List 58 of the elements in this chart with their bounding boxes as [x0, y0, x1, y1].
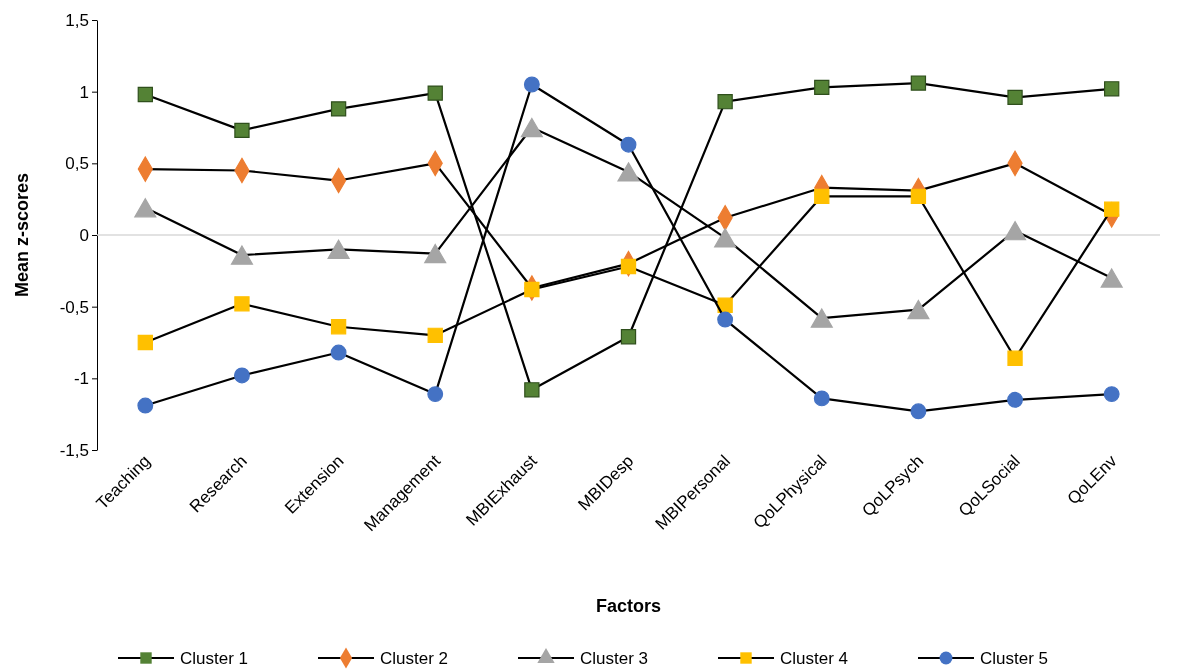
point [330, 344, 347, 361]
y-tick-label: -1 [73, 369, 89, 389]
point [907, 299, 930, 320]
point [230, 245, 254, 265]
point [617, 162, 640, 182]
point [137, 397, 154, 414]
point [714, 228, 737, 248]
legend-label: Cluster 4 [780, 649, 849, 668]
point [717, 311, 734, 328]
point [427, 85, 443, 101]
point [427, 386, 444, 403]
point [524, 382, 540, 398]
point [137, 86, 153, 103]
point [1007, 391, 1023, 408]
point [813, 390, 830, 407]
point [520, 117, 543, 138]
point [1100, 268, 1123, 288]
point [1007, 350, 1023, 366]
point [234, 296, 250, 312]
point [1007, 89, 1023, 106]
point [1103, 386, 1120, 403]
point [717, 297, 733, 313]
y-tick-label: 0,5 [65, 154, 89, 174]
y-tick-label: 1,5 [65, 10, 89, 30]
legend-label: Cluster 3 [580, 649, 649, 668]
legend-label: Cluster 5 [980, 649, 1049, 668]
point [620, 329, 637, 345]
point [1003, 221, 1027, 241]
point [620, 258, 637, 275]
point [330, 319, 347, 335]
y-tick-label: -1,5 [59, 440, 89, 460]
point [910, 188, 927, 204]
point [134, 198, 157, 218]
y-axis-title: Mean z-scores [12, 172, 32, 298]
legend-label: Cluster 2 [380, 649, 449, 668]
point [327, 239, 350, 259]
point [620, 136, 637, 153]
y-tick-label: 1 [79, 82, 89, 102]
point [814, 188, 830, 204]
x-axis-title: Factors [595, 596, 662, 616]
point [523, 76, 540, 93]
y-tick-label: 0 [79, 225, 89, 245]
point [427, 327, 443, 343]
point [810, 308, 833, 328]
point [814, 79, 830, 96]
point [424, 243, 447, 264]
point [910, 75, 927, 91]
point [1104, 201, 1120, 217]
point [524, 281, 540, 298]
point [717, 94, 733, 110]
point [234, 367, 250, 384]
point [910, 403, 927, 420]
y-tick-label: -0,5 [59, 297, 89, 317]
point [330, 101, 347, 117]
point [137, 334, 153, 351]
point [234, 122, 250, 139]
point [1104, 81, 1120, 97]
legend-label: Cluster 1 [180, 649, 249, 668]
